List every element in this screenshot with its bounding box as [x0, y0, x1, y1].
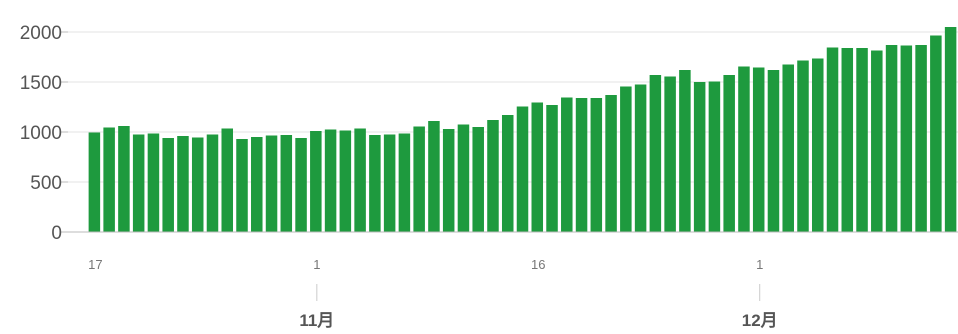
bar [915, 45, 927, 232]
bar [826, 47, 839, 232]
bar [265, 135, 278, 232]
x-tick-label: 1 [313, 257, 320, 272]
bar [191, 137, 204, 232]
bar [634, 84, 647, 232]
bar [147, 133, 160, 232]
bar [885, 45, 898, 232]
bar [679, 70, 691, 232]
bar [531, 102, 544, 232]
bar [177, 136, 189, 232]
x-tick-label: 16 [531, 257, 545, 272]
bar [398, 133, 411, 232]
month-axis: 11月 12月 [299, 284, 778, 330]
bar [767, 70, 780, 232]
bar [236, 139, 248, 232]
bar [354, 128, 366, 232]
bar [118, 126, 130, 232]
bar [501, 115, 514, 232]
y-tick-label: 0 [51, 223, 62, 244]
bar [487, 120, 499, 232]
bar [575, 98, 588, 232]
bar [339, 130, 352, 232]
bar [383, 134, 396, 232]
bar [561, 97, 573, 232]
bar [649, 75, 662, 232]
bar [295, 138, 307, 232]
y-tick-label: 500 [30, 173, 62, 194]
x-axis: 17 1 16 1 [88, 257, 763, 272]
x-tick-label: 1 [756, 257, 763, 272]
month-label: 11月 [299, 311, 334, 330]
bar [280, 135, 293, 232]
y-tick-label: 1000 [20, 123, 62, 144]
bar [103, 127, 115, 232]
bar [442, 129, 455, 232]
bar [413, 126, 425, 232]
y-axis: 0 500 1000 1500 2000 [20, 23, 68, 244]
bar-series [88, 27, 957, 232]
bar [369, 135, 381, 232]
bar [856, 48, 868, 232]
bar [472, 127, 484, 232]
y-tick-label: 2000 [20, 23, 62, 44]
bar [546, 105, 558, 232]
bar [310, 131, 322, 232]
bar [221, 128, 234, 232]
bar [693, 82, 706, 232]
bar [944, 27, 957, 232]
bar [708, 81, 721, 232]
bar [620, 86, 632, 232]
bar [206, 134, 219, 232]
bar [324, 129, 337, 232]
x-tick-label: 17 [88, 257, 102, 272]
bar [930, 35, 942, 232]
bar [723, 75, 735, 232]
bar [782, 64, 794, 232]
bar [605, 95, 617, 232]
bar [162, 138, 174, 232]
bar [88, 132, 101, 232]
bar [664, 76, 676, 232]
bar [738, 66, 750, 232]
bar [797, 60, 809, 232]
bar [457, 124, 470, 232]
bar [251, 137, 263, 232]
bar [428, 121, 440, 232]
bar [590, 98, 603, 232]
y-tick-label: 1500 [20, 73, 62, 94]
bar [811, 58, 824, 232]
bar [871, 50, 883, 232]
month-label: 12月 [742, 311, 778, 330]
bar [841, 48, 854, 232]
bar [900, 45, 913, 232]
bar [132, 134, 145, 232]
bar [752, 67, 765, 232]
bar [516, 106, 529, 232]
